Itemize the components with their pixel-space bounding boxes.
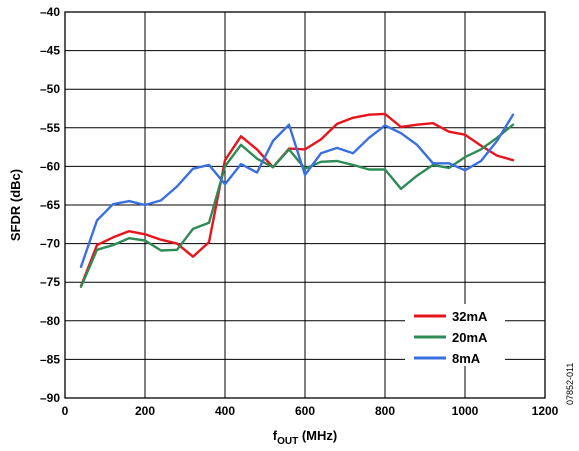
x-tick-label: 200 [135,404,155,418]
y-tick-label: –45 [40,44,60,58]
series-lines [79,112,515,288]
plot-frame [64,11,546,399]
legend-label-20mA: 20mA [452,330,488,345]
grid-lines [65,12,545,398]
legend: 32mA 20mA 8mA [405,304,505,366]
series-line-20mA [79,123,515,288]
series-line-8mA [79,113,515,268]
y-tick-label: –90 [40,391,60,405]
y-tick-label: –50 [40,82,60,96]
legend-box [405,304,505,366]
x-tick-label: 800 [375,404,395,418]
y-tick-label: –65 [40,198,60,212]
figure-id: 07852-011 [565,363,575,405]
x-axis-title-main: f [273,428,278,443]
x-axis-title-sub: OUT [277,436,298,447]
y-tick-labels: –90 –85 –80 –75 –70 –65 –60 –55 –50 –45 –40 [40,5,60,405]
legend-label-32mA: 32mA [452,309,488,324]
x-tick-label: 1000 [452,404,479,418]
y-tick-label: –55 [40,121,60,135]
x-tick-label: 0 [62,404,69,418]
y-tick-label: –40 [40,5,60,19]
x-tick-label: 600 [295,404,315,418]
y-tick-label: –85 [40,352,60,366]
y-axis-title: SFDR (dBc) [8,169,23,241]
y-tick-label: –70 [40,237,60,251]
y-tick-label: –80 [40,314,60,328]
x-tick-label: 1200 [532,404,559,418]
legend-label-8mA: 8mA [452,351,481,366]
x-tick-labels: 0 200 400 600 800 1000 1200 [62,404,559,418]
y-tick-label: –60 [40,159,60,173]
x-axis-title: fOUT (MHz) [273,428,337,447]
y-tick-label: –75 [40,275,60,289]
x-tick-label: 400 [215,404,235,418]
x-axis-title-unit: (MHz) [298,428,337,443]
